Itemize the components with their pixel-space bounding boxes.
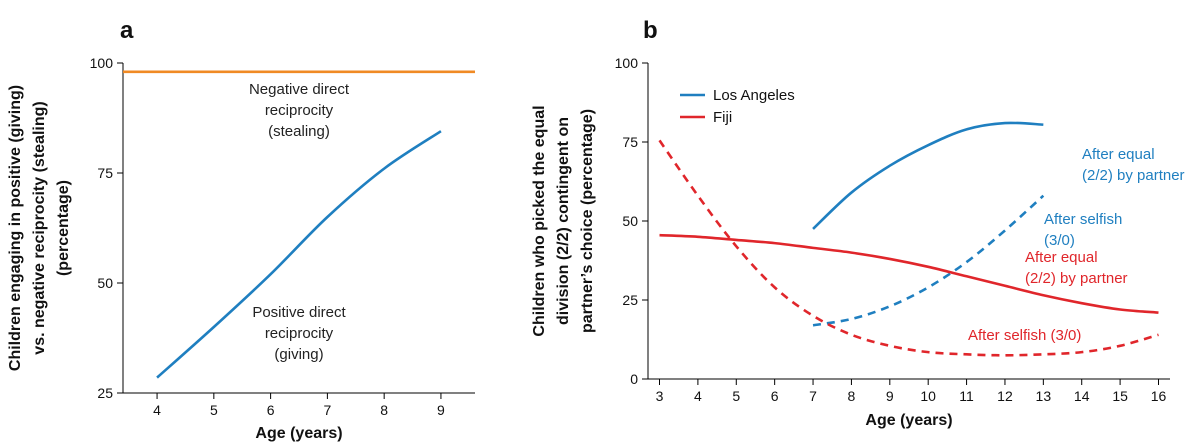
y-axis-title-line: partner’s choice (percentage) [579,109,596,333]
x-axis-title: Age (years) [865,412,952,429]
y-tick-label: 25 [622,292,638,308]
x-tick-label: 3 [656,388,664,404]
panel-b-chart: b 3 4 5 6 7 8 9 10 11 12 13 14 15 16 0 25 50 75 100 Age (yea… [531,17,1185,429]
legend-label: Los Angeles [713,87,795,104]
x-tick-label: 8 [380,402,388,418]
x-tick-label: 6 [267,402,275,418]
x-tick-label: 5 [732,388,740,404]
series-annotation: (2/2) by partner [1082,167,1185,184]
y-tick-label: 50 [622,213,638,229]
panel-a-chart: a 4 5 6 7 8 9 25 50 75 100 Age (years) Children enga… [7,17,475,442]
y-tick-label: 100 [615,55,639,71]
series-annotation: Positive direct [252,304,346,321]
x-tick-label: 6 [771,388,779,404]
x-tick-label: 16 [1151,388,1167,404]
x-tick-label: 4 [694,388,702,404]
series-annotation: reciprocity [265,102,334,119]
y-axis-title-line: Children who picked the equal [531,105,548,336]
x-tick-label: 4 [153,402,161,418]
x-tick-label: 15 [1112,388,1128,404]
x-tick-label: 9 [886,388,894,404]
x-tick-label: 7 [809,388,817,404]
series-line-2 [156,130,442,379]
x-axis-title: Age (years) [255,425,342,442]
y-tick-label: 75 [622,134,638,150]
x-tick-label: 10 [920,388,936,404]
panel-label: a [120,17,134,44]
series-annotation: (2/2) by partner [1025,270,1128,287]
series-annotation: After selfish (3/0) [968,327,1081,344]
x-tick-label: 7 [323,402,331,418]
x-tick-label: 5 [210,402,218,418]
y-tick-label: 25 [97,385,113,401]
y-axis-title-line: Children engaging in positive (giving) [7,85,24,371]
series-line-1 [812,121,1044,230]
y-axis-title-line: (percentage) [55,180,72,276]
series-line-2 [812,194,1045,327]
series-annotation: Negative direct [249,81,350,98]
x-tick-label: 9 [437,402,445,418]
series-annotation: After equal [1082,146,1155,163]
series-line-3 [659,233,1159,314]
series-annotation: (giving) [274,346,323,363]
x-tick-label: 12 [997,388,1013,404]
y-axis-title-line: division (2/2) contingent on [555,117,572,325]
x-tick-label: 14 [1074,388,1090,404]
series-annotation: (stealing) [268,123,330,140]
series-annotation: reciprocity [265,325,334,342]
series-annotation: (3/0) [1044,232,1075,249]
y-tick-label: 50 [97,275,113,291]
y-tick-label: 75 [97,165,113,181]
x-tick-label: 13 [1036,388,1052,404]
series-line-4 [658,139,1159,357]
y-axis-title-line: vs. negative reciprocity (stealing) [31,101,48,354]
panel-label: b [643,17,658,44]
series-annotation: After selfish [1044,211,1122,228]
legend-label: Fiji [713,109,732,126]
x-tick-label: 11 [959,388,974,404]
x-tick-label: 8 [848,388,856,404]
y-tick-label: 0 [630,371,638,387]
series-annotation: After equal [1025,249,1098,266]
y-tick-label: 100 [90,55,114,71]
